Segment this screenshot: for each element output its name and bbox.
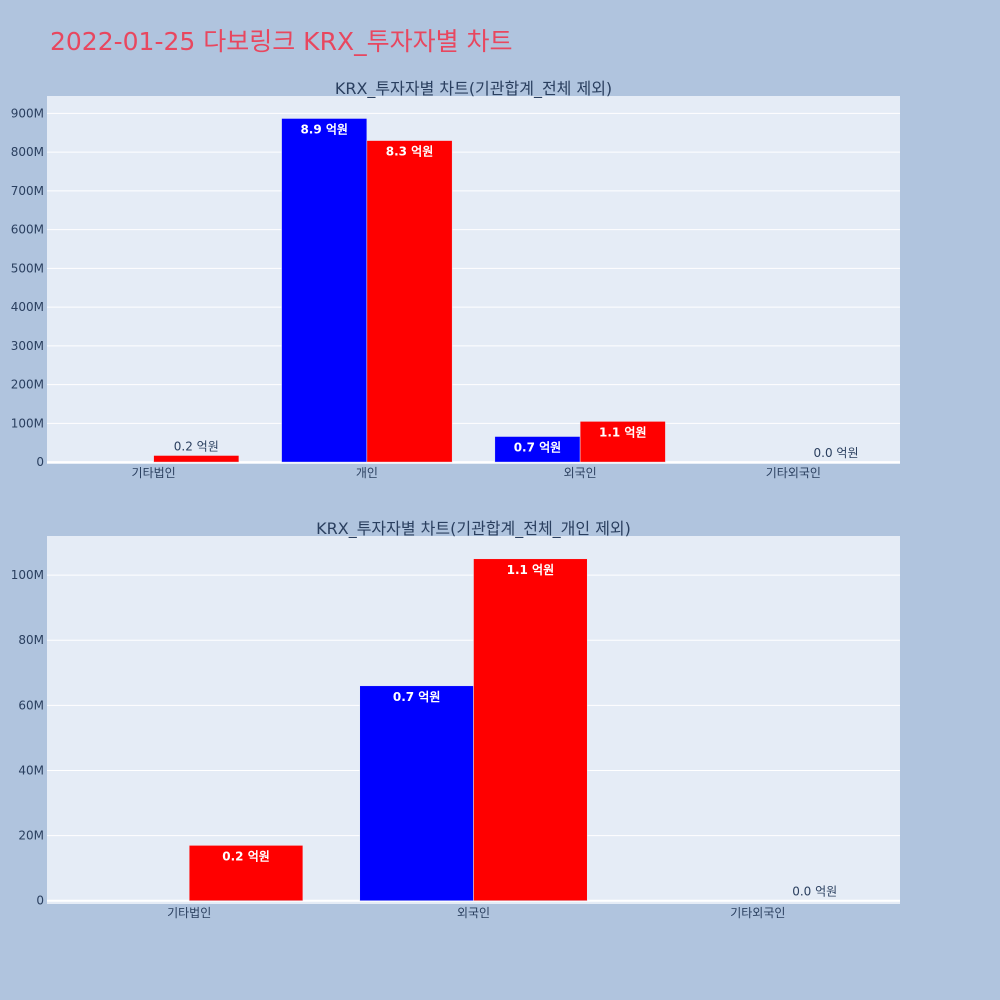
x-tick-label: 외국인: [457, 906, 490, 920]
x-tick-label: 기타외국인: [766, 466, 821, 480]
y-tick-label: 300M: [11, 339, 44, 353]
y-tick-label: 500M: [11, 261, 44, 275]
data-label: 0.2 억원: [222, 849, 270, 863]
bar: [473, 558, 588, 901]
bar: [281, 118, 368, 463]
chart-2: 0 20M 40M 60M 80M 100M KRX_투자자별 차트(기관합계_전체_개인 …: [11, 519, 900, 920]
data-label: 0.2 억원: [174, 439, 219, 453]
y-tick-label: 200M: [11, 378, 44, 392]
y-tick-label: 100M: [11, 416, 44, 430]
x-tick-label: 기타외국인: [730, 906, 785, 920]
chart-title: KRX_투자자별 차트(기관합계_전체 제외): [335, 79, 612, 99]
bar: [579, 421, 666, 463]
bar: [359, 685, 474, 901]
data-label: 8.3 억원: [386, 145, 434, 159]
data-label: 1.1 억원: [599, 425, 647, 439]
data-label: 0.0 억원: [814, 446, 859, 460]
x-tick-label: 외국인: [564, 466, 597, 480]
data-label: 0.7 억원: [393, 690, 441, 704]
y-tick-label: 400M: [11, 300, 44, 314]
data-label: 1.1 억원: [507, 563, 555, 577]
bar: [188, 845, 304, 901]
y-tick-label: 60M: [18, 698, 44, 712]
x-tick-label: 개인: [356, 466, 378, 480]
data-label: 0.7 억원: [514, 440, 562, 454]
y-tick-label: 40M: [18, 763, 44, 777]
y-tick-label: 0: [36, 455, 44, 469]
chart-title: KRX_투자자별 차트(기관합계_전체_개인 제외): [316, 519, 631, 539]
y-tick-label: 700M: [11, 184, 44, 198]
bar: [153, 455, 240, 463]
y-tick-label: 600M: [11, 223, 44, 237]
y-tick-label: 0: [36, 894, 44, 908]
data-label: 8.9 억원: [300, 122, 348, 136]
data-label: 0.0 억원: [792, 885, 837, 899]
bar: [366, 140, 453, 463]
y-tick-label: 20M: [18, 829, 44, 843]
y-tick-label: 100M: [11, 568, 44, 582]
y-tick-label: 80M: [18, 633, 44, 647]
plot-area: [47, 96, 900, 464]
y-tick-label: 800M: [11, 145, 44, 159]
bar: [494, 436, 581, 463]
y-tick-label: 900M: [11, 106, 44, 120]
chart-1: 0 100M 200M 300M 400M 500M 600M 700M 800M 900M KRX…: [11, 79, 900, 480]
x-tick-label: 기타법인: [132, 466, 176, 480]
page-title: 2022-01-25 다보링크 KRX_투자자별 차트: [50, 27, 513, 56]
x-tick-label: 기타법인: [167, 906, 211, 920]
